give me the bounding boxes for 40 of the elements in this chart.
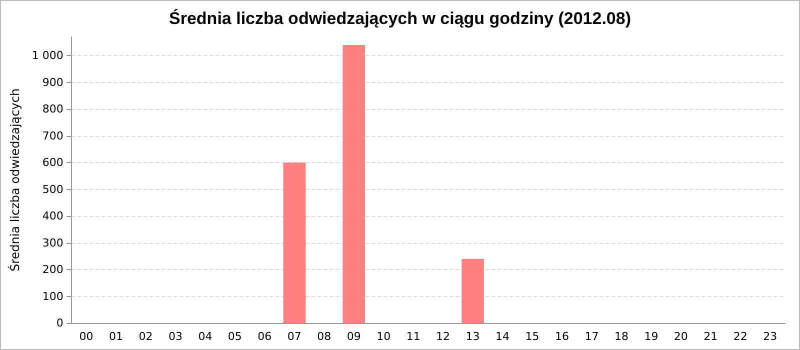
y-tick-label: 400 xyxy=(42,210,64,223)
y-tick-label: 1 000 xyxy=(32,49,64,62)
x-tick-label: 01 xyxy=(108,330,123,343)
bar xyxy=(283,162,306,323)
x-tick-label: 06 xyxy=(258,330,272,343)
x-tick-label: 08 xyxy=(317,330,332,343)
x-tick-label: 13 xyxy=(466,330,480,343)
x-tick-label: 16 xyxy=(554,330,569,343)
x-tick-label: 20 xyxy=(674,330,688,343)
bar xyxy=(462,258,484,323)
y-tick-label: 700 xyxy=(42,129,64,142)
y-axis-title: Średnia liczba odwiedzających xyxy=(7,88,22,272)
y-tick-label: 200 xyxy=(42,263,64,276)
y-tick-label: 900 xyxy=(42,76,64,89)
x-tick-label: 02 xyxy=(138,330,153,343)
y-tick-label: 300 xyxy=(42,236,64,250)
x-tick-label: 19 xyxy=(644,330,658,343)
y-tick-label: 500 xyxy=(42,182,64,196)
x-tick-label: 11 xyxy=(406,330,420,343)
x-tick-label: 15 xyxy=(525,330,540,343)
x-tick-label: 07 xyxy=(287,330,302,343)
x-tick-label: 18 xyxy=(614,330,628,343)
chart-title: Średnia liczba odwiedzających w ciągu godziny (2012.08) xyxy=(169,8,631,28)
bar xyxy=(342,45,366,323)
x-tick-label: 22 xyxy=(733,330,748,343)
x-tick-label: 00 xyxy=(79,330,94,343)
x-tick-label: 12 xyxy=(436,330,450,343)
y-tick-label: 600 xyxy=(42,156,64,170)
y-tick-label: 800 xyxy=(42,102,64,116)
y-tick-label: 100 xyxy=(42,290,64,303)
x-tick-label: 04 xyxy=(198,330,212,343)
x-tick-label: 09 xyxy=(346,330,361,343)
y-tick-label: 0 xyxy=(56,316,64,330)
x-tick-label: 05 xyxy=(228,330,242,343)
x-tick-label: 21 xyxy=(704,330,718,343)
x-tick-label: 03 xyxy=(168,330,182,343)
x-tick-label: 14 xyxy=(496,330,510,343)
x-tick-label: 17 xyxy=(584,330,599,343)
x-tick-label: 23 xyxy=(763,330,778,343)
x-tick-label: 10 xyxy=(376,330,391,343)
